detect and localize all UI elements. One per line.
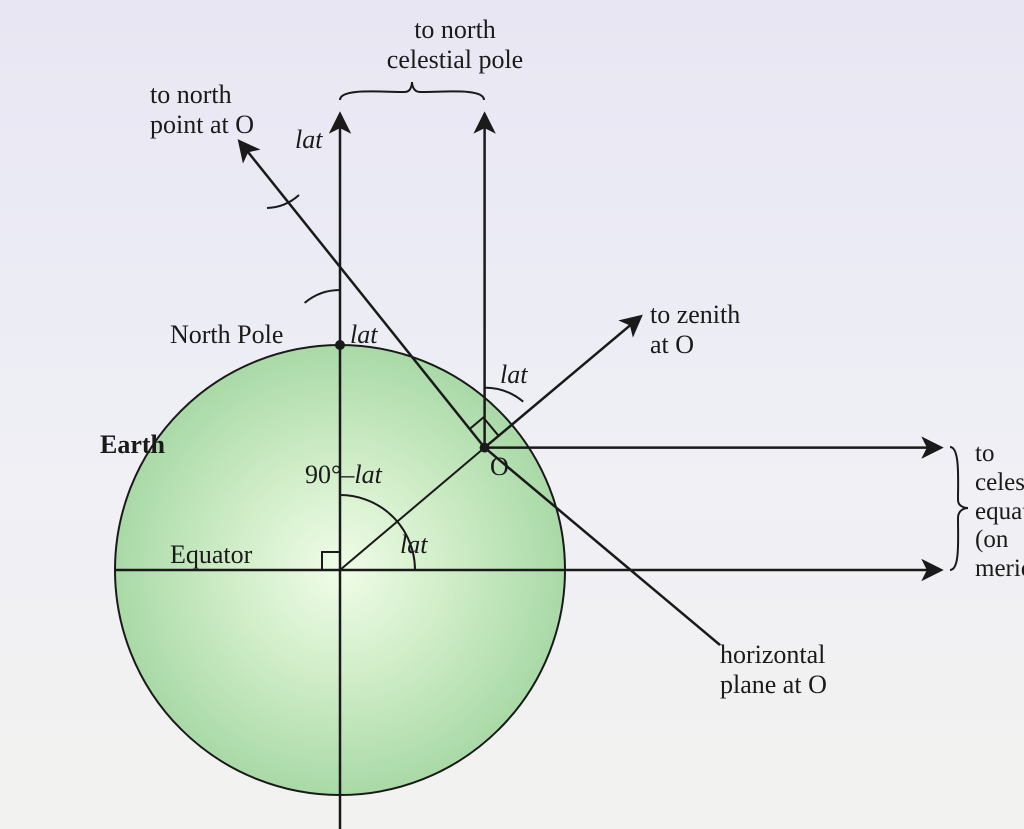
observer-label: O — [490, 452, 509, 482]
text: horizontalplane at O — [720, 640, 827, 699]
ninety-minus-lat-label: 90°–lat — [305, 460, 382, 490]
text: tocelestialequator(onmeridian) — [975, 440, 1024, 582]
text: to zenithat O — [650, 300, 740, 359]
text: to northcelestial pole — [387, 15, 523, 74]
to-zenith-label: to zenithat O — [650, 300, 740, 360]
to-celestial-equator-label: tocelestialequator(onmeridian) — [975, 440, 1024, 584]
north-pole-dot — [335, 340, 345, 350]
horizontal-plane-label: horizontalplane at O — [720, 640, 827, 700]
observer-dot — [480, 443, 490, 453]
arc-lat-northpole — [305, 290, 340, 303]
lat-label-northpole: lat — [350, 320, 377, 350]
earth-label: Earth — [100, 430, 165, 460]
to-north-point-label: to northpoint at O — [150, 80, 254, 140]
brace-celestial-equator — [950, 447, 968, 570]
lat-label-zenith: lat — [500, 360, 527, 390]
to-celestial-pole-label: to northcelestial pole — [355, 15, 555, 75]
lat-label-center: lat — [400, 530, 427, 560]
brace-celestial-pole — [340, 82, 484, 100]
north-pole-label: North Pole — [170, 320, 283, 350]
text: to northpoint at O — [150, 80, 254, 139]
lat-label-top: lat — [295, 125, 322, 155]
equator-label: Equator — [170, 540, 252, 570]
lat-in-90: lat — [354, 460, 381, 489]
